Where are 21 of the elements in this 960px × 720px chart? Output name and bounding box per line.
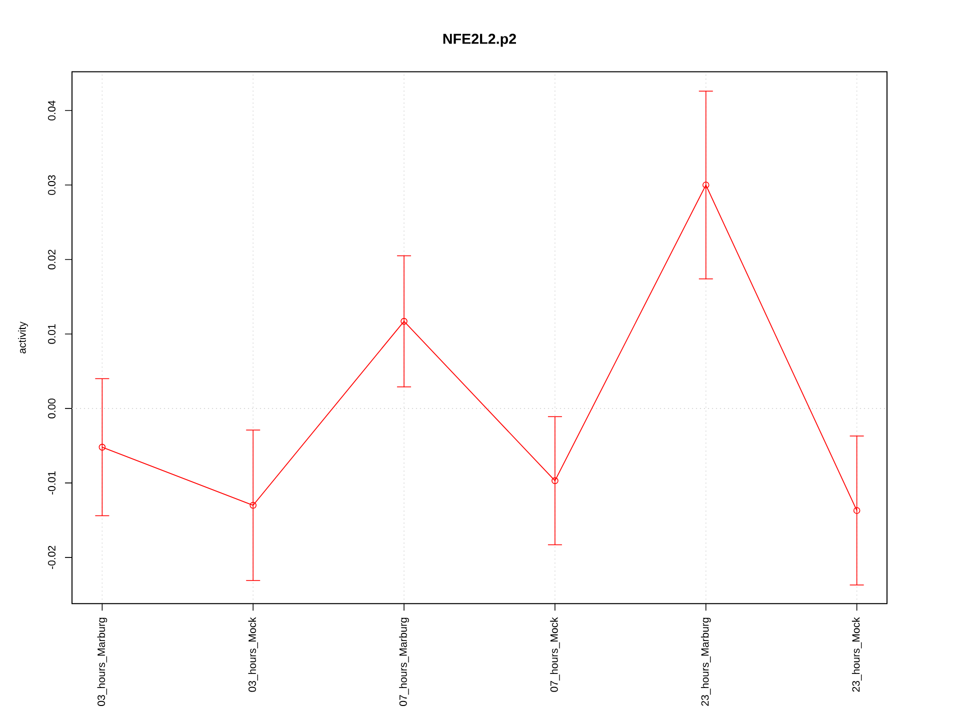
y-tick-label: -0.02	[48, 546, 56, 569]
point	[702, 182, 710, 188]
y-tick-label: 0.01	[48, 324, 56, 344]
point	[250, 502, 257, 509]
x-tick-label: 03_hours_Marburg	[97, 618, 108, 706]
y-tick-label: 0.03	[48, 175, 56, 195]
y-tick-label: 0.04	[48, 100, 56, 120]
x-tick-label: 23_hours_Mock	[852, 617, 862, 692]
x-tick-label: 03_hours_Mock	[248, 617, 258, 692]
point	[552, 477, 558, 484]
y-tick-label: 0.00	[48, 398, 56, 418]
y-tick-label: 0.02	[48, 250, 56, 270]
x-tick-label: 07_hours_Marburg	[399, 618, 409, 706]
chart-title: NFE2L2.p2	[443, 34, 516, 47]
x-tick-label: 07_hours_Mock	[550, 617, 560, 692]
point	[400, 318, 408, 325]
point	[98, 444, 106, 451]
x-tick-label: 23_hours_Marburg	[700, 618, 711, 706]
y-tick-label: -0.01	[48, 471, 56, 495]
y-axis-title: activity	[18, 322, 28, 354]
point	[853, 507, 860, 514]
